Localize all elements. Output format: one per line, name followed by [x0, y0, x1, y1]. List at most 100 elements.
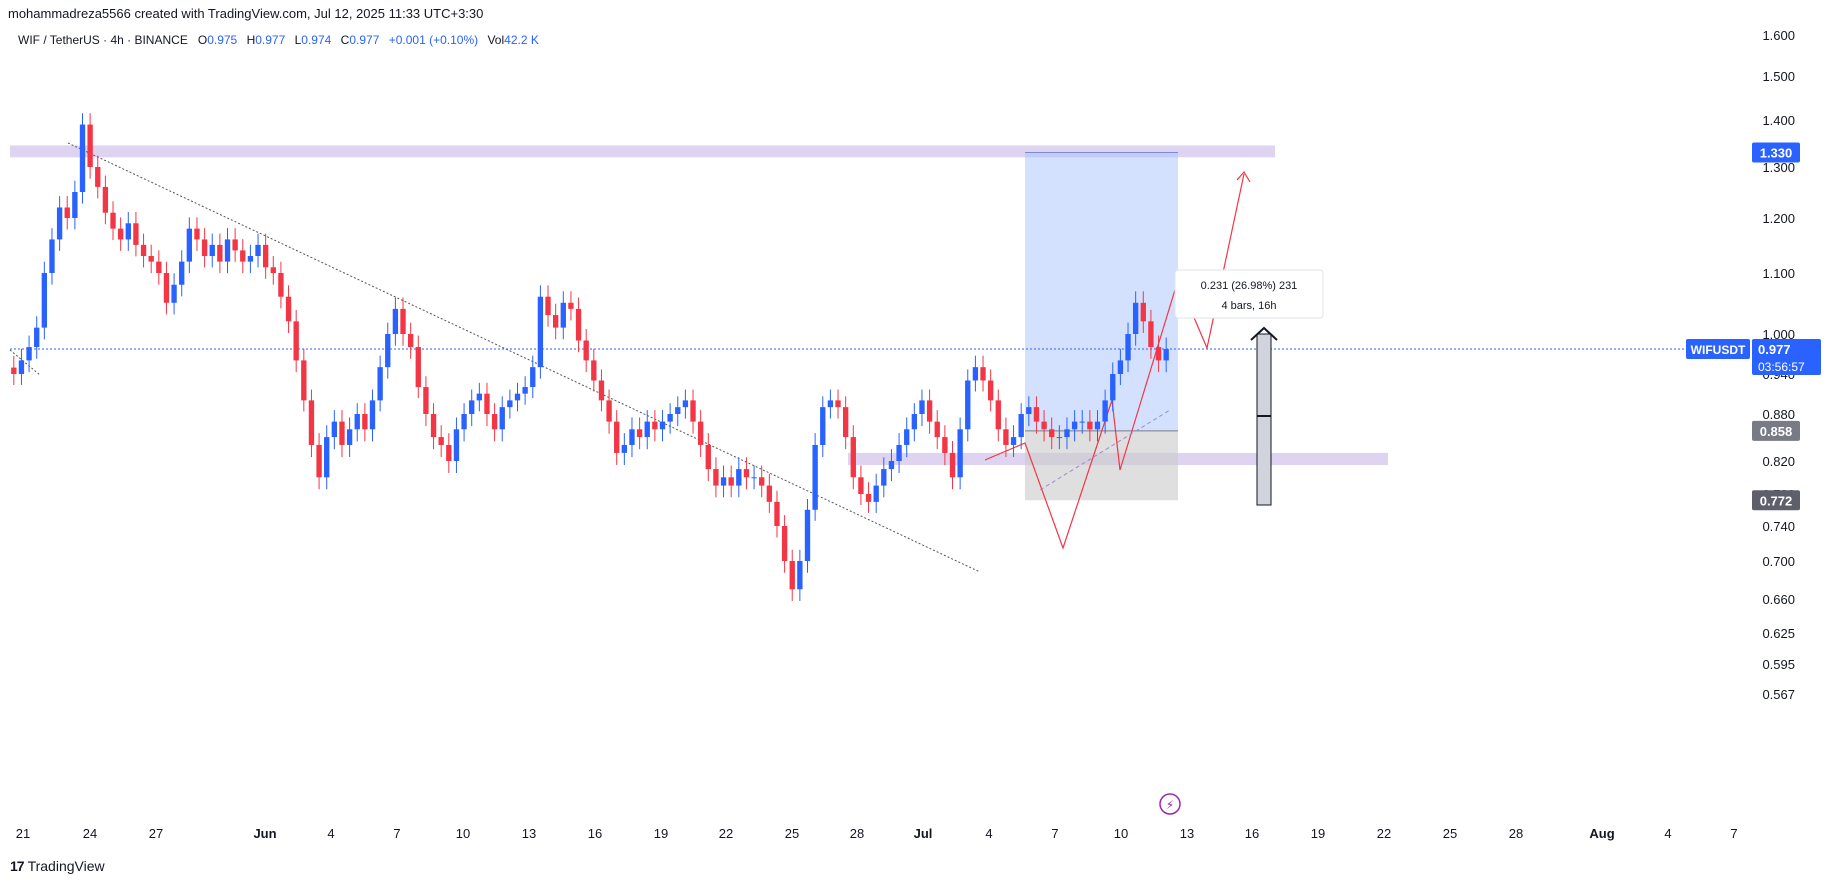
last-price-bg — [1752, 339, 1821, 376]
candle — [781, 515, 788, 573]
candle-body — [79, 124, 86, 192]
candle-body — [278, 273, 284, 297]
candle-body — [552, 315, 559, 328]
candle-body — [949, 452, 956, 478]
candle — [18, 348, 25, 386]
candle-body — [1148, 321, 1154, 348]
candle-body — [469, 400, 475, 414]
candle-body — [1155, 347, 1162, 361]
candle-body — [842, 407, 849, 438]
candle — [942, 425, 948, 465]
x-tick-label: 7 — [1051, 826, 1058, 841]
candle — [301, 348, 307, 412]
y-tick-label: 1.200 — [1762, 211, 1795, 226]
candle-body — [72, 191, 78, 218]
candle-body — [255, 244, 261, 256]
candle-body — [911, 414, 918, 430]
candle — [339, 410, 345, 458]
candle — [1041, 410, 1047, 442]
candle-body — [591, 360, 597, 381]
candle-body — [705, 444, 711, 470]
candle — [278, 261, 284, 309]
last-price-symbol-bg — [1686, 339, 1750, 360]
candle — [972, 355, 979, 392]
candle — [904, 417, 910, 458]
candle — [324, 425, 330, 490]
candle-body — [179, 261, 185, 285]
candle-body — [133, 223, 139, 245]
candle-body — [713, 469, 719, 486]
candle — [217, 233, 223, 274]
price-label-bg — [1752, 420, 1800, 441]
lightning-glyph: ⚡ — [1166, 798, 1174, 812]
candle — [491, 403, 498, 442]
candle — [995, 389, 1001, 442]
y-tick-label: 0.567 — [1762, 687, 1795, 702]
measure-arrowhead — [1250, 326, 1278, 341]
candle-body — [1010, 437, 1017, 445]
x-tick-label: 4 — [985, 826, 992, 841]
candle-body — [1132, 302, 1139, 334]
candle-body — [720, 477, 727, 486]
candle — [965, 369, 971, 442]
candle — [385, 322, 391, 379]
candle — [545, 285, 551, 327]
candle-body — [186, 228, 193, 262]
candle — [743, 457, 750, 490]
candle — [575, 297, 582, 353]
candle-body — [1026, 407, 1032, 414]
candle-body — [697, 421, 704, 445]
candle-body — [575, 308, 582, 341]
resistance-zone — [10, 145, 1275, 158]
candle-body — [919, 400, 925, 414]
candle — [148, 244, 154, 274]
candle — [72, 180, 78, 230]
x-tick-label: 4 — [327, 826, 334, 841]
candle — [377, 355, 383, 412]
candle — [629, 417, 635, 458]
dashed-projection — [1039, 409, 1171, 491]
candle-body — [926, 400, 933, 422]
candle — [1087, 410, 1093, 442]
candle — [194, 217, 200, 251]
candle — [1140, 291, 1146, 333]
candle — [362, 403, 368, 442]
candle — [1033, 396, 1040, 434]
candle-body — [423, 387, 429, 414]
candle — [1010, 425, 1017, 458]
x-tick-label: 21 — [16, 826, 30, 841]
candle-body — [1056, 437, 1063, 439]
price-label-text: 1.330 — [1760, 146, 1793, 161]
candle — [247, 244, 254, 274]
candle-body — [965, 380, 971, 430]
candle — [49, 228, 55, 285]
candle-body — [1102, 400, 1108, 422]
price-label-bg — [1752, 490, 1800, 511]
y-tick-label: 1.500 — [1762, 69, 1795, 84]
candle — [797, 549, 803, 601]
candle — [720, 465, 727, 498]
candle-body — [514, 393, 521, 401]
volume-value: 42.2 K — [504, 33, 539, 47]
candle — [736, 457, 742, 498]
candle-body — [194, 228, 200, 240]
candle — [56, 196, 63, 251]
last-price-symbol: WIFUSDT — [1691, 343, 1746, 357]
candle-body — [1033, 407, 1040, 422]
x-tick-label: 7 — [393, 826, 400, 841]
low-label: L — [294, 33, 302, 47]
candle-body — [1018, 414, 1024, 438]
candle-body — [774, 501, 780, 526]
candle — [117, 217, 124, 251]
candle-body — [1140, 302, 1146, 322]
candle-body — [49, 239, 55, 273]
y-tick-label: 1.300 — [1762, 160, 1795, 175]
symbol-title[interactable]: WIF / TetherUS · 4h · BINANCE — [18, 33, 188, 47]
candle-body — [644, 421, 650, 438]
candle — [400, 297, 406, 346]
candle-body — [957, 429, 963, 478]
candle-body — [888, 461, 895, 470]
candle-body — [156, 261, 162, 273]
candle — [110, 201, 116, 241]
